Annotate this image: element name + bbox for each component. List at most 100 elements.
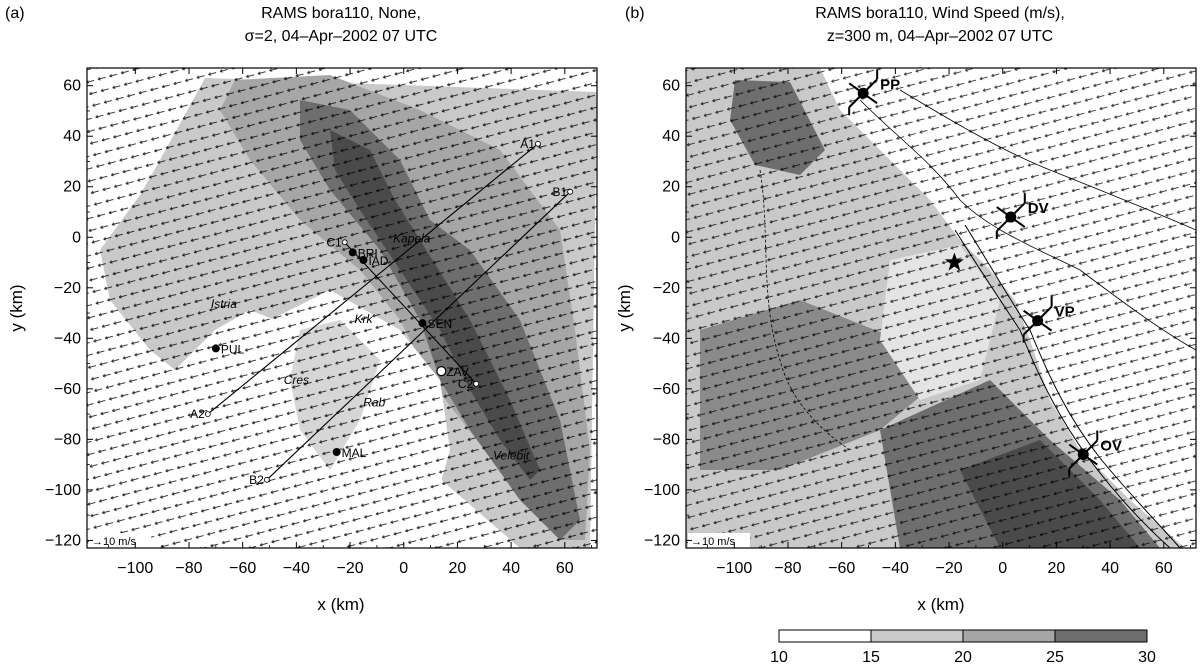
panel-b-title: RAMS bora110, Wind Speed (m/s), (815, 5, 1065, 22)
star-marker (944, 252, 964, 271)
section-endpoint-label: C2 (458, 377, 474, 391)
panel-a-xlabel: x (km) (317, 595, 364, 614)
x-tick-label: 60 (556, 560, 574, 577)
station-marker (359, 256, 368, 264)
ref-vector-label: →10 m/s (92, 536, 137, 548)
vector-field (87, 68, 597, 548)
place-name: Istria (211, 297, 237, 311)
x-tick-label: −20 (336, 560, 363, 577)
wind-station: VP (1022, 296, 1075, 343)
colorbar-segment (1054, 629, 1148, 643)
y-tick-label: −20 (653, 280, 680, 297)
place-name: Velebit (493, 449, 530, 463)
station-label: IAD (368, 254, 388, 268)
place-name: Krk (354, 312, 373, 326)
place-names: Istria Kapela Krk Cres Rab Velebit (211, 231, 530, 462)
colorbar: 10 15 20 25 30 (770, 629, 1156, 666)
station-label: ZAV (446, 365, 468, 379)
place-name: Cres (284, 373, 309, 387)
x-tick-label: −20 (935, 560, 962, 577)
y-tick-label: −100 (644, 482, 680, 499)
x-tick-label: −80 (774, 560, 801, 577)
colorbar-label: 30 (1138, 649, 1156, 666)
section-endpoint (204, 411, 211, 418)
colorbar-label: 10 (770, 649, 788, 666)
colorbar-label: 25 (1046, 649, 1064, 666)
y-tick-label: −120 (644, 532, 680, 549)
y-tick-label: 20 (662, 179, 680, 196)
x-tick-label: −60 (828, 560, 855, 577)
section-line (344, 241, 477, 385)
colorbar-segment (962, 629, 1056, 643)
station-label: MAL (342, 446, 367, 460)
station-label: DV (1028, 200, 1049, 217)
section-endpoint-label: C1 (326, 235, 342, 249)
panel-b-frame (685, 67, 1197, 549)
y-tick-label: −40 (54, 330, 81, 347)
station-marker (436, 366, 447, 377)
section-endpoint-label: B2 (249, 473, 264, 487)
station-label: PP (880, 76, 900, 93)
panel-a-label: (a) (5, 5, 25, 22)
vector-field-b (686, 68, 1196, 548)
panel-b-label: (b) (625, 5, 645, 22)
panel-a-axes: −100 −80 −60 −40 −20 0 20 40 60 60 40 20 0 −20 −40 −60 −… (45, 68, 597, 577)
panel-b-ylabel: y (km) (615, 284, 634, 331)
ref-vector-label-b: →10 m/s (691, 536, 736, 548)
panel-b: (b) RAMS bora110, Wind Speed (m/s), z=30… (615, 5, 1197, 666)
section-lines: A1 A2 B1 B2 C1 C2 (190, 137, 574, 487)
colorbar-label: 15 (862, 649, 880, 666)
panel-b-field: →10 m/s PP DV VP OV (686, 68, 1196, 548)
station-marker (1005, 211, 1017, 223)
section-endpoint (341, 239, 348, 246)
colorbar-segment (870, 629, 964, 643)
station-marker (1032, 315, 1044, 327)
section-endpoint-label: B1 (552, 185, 567, 199)
station-label: SEN (428, 317, 453, 331)
x-tick-label: −100 (716, 560, 752, 577)
section-endpoint-label: A2 (190, 407, 205, 421)
station-label: PUL (221, 342, 245, 356)
section-line (266, 191, 571, 481)
wind-station: OV (1068, 430, 1122, 477)
x-tick-label: 60 (1155, 560, 1173, 577)
x-tick-label: −100 (117, 560, 153, 577)
x-tick-label: −40 (283, 560, 310, 577)
section-line (207, 143, 539, 415)
station-label: VP (1055, 304, 1075, 321)
panel-a-subtitle: σ=2, 04–Apr–2002 07 UTC (245, 28, 438, 45)
section-endpoint (535, 140, 541, 147)
y-tick-label: 0 (72, 229, 81, 246)
x-tick-label: 0 (399, 560, 408, 577)
x-tick-label: 40 (1101, 560, 1119, 577)
y-tick-label: −60 (54, 381, 81, 398)
panel-b-subtitle: z=300 m, 04–Apr–2002 07 UTC (827, 28, 1053, 45)
x-tick-label: −40 (882, 560, 909, 577)
x-tick-label: −80 (175, 560, 202, 577)
y-tick-label: −80 (54, 431, 81, 448)
y-tick-label: 40 (662, 128, 680, 145)
place-name: Rab (363, 396, 385, 410)
station-marker (348, 248, 357, 257)
y-tick-label: −20 (54, 280, 81, 297)
colorbar-label: 20 (954, 649, 972, 666)
section-endpoint-label: A1 (520, 137, 535, 151)
wind-station: DV (995, 193, 1049, 240)
x-tick-label: 20 (1048, 560, 1066, 577)
panel-a: (a) RAMS bora110, None, σ=2, 04–Apr–2002… (5, 5, 598, 614)
station-marker (332, 448, 341, 456)
panel-a-frame (86, 67, 598, 549)
y-tick-label: −60 (653, 381, 680, 398)
y-tick-label: 60 (662, 78, 680, 95)
y-tick-label: −80 (653, 431, 680, 448)
y-tick-label: 0 (671, 229, 680, 246)
panel-a-title: RAMS bora110, None, (261, 5, 421, 22)
y-tick-label: 40 (63, 128, 81, 145)
section-endpoint (567, 188, 574, 195)
x-tick-label: 40 (502, 560, 520, 577)
y-tick-label: 60 (63, 78, 81, 95)
wind-station: PP (848, 69, 900, 116)
